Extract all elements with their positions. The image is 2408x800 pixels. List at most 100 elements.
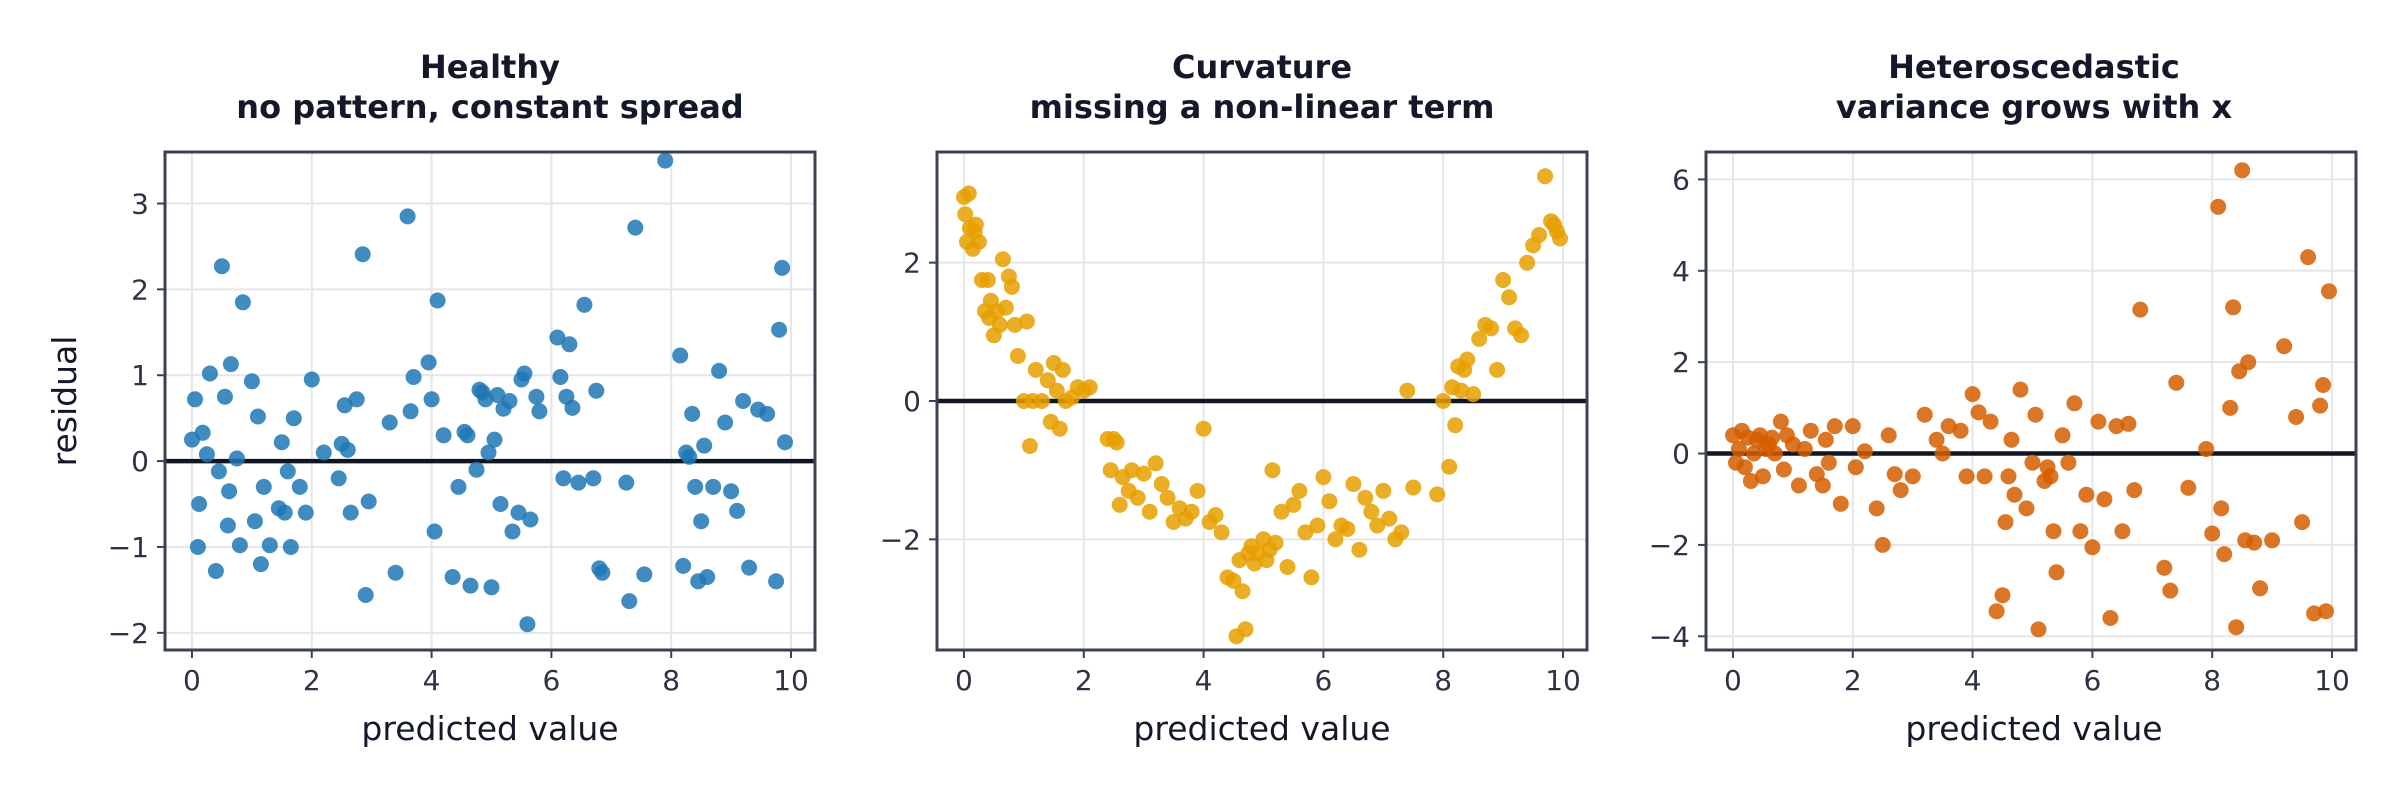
data-point xyxy=(991,316,1008,333)
data-point xyxy=(2114,523,2131,540)
data-point xyxy=(1393,524,1410,541)
data-point xyxy=(1796,441,1813,457)
data-point xyxy=(1435,393,1452,409)
data-point xyxy=(2264,532,2281,549)
x-tick-label: 10 xyxy=(773,664,809,697)
x-tick-label: 8 xyxy=(2203,664,2221,697)
data-point xyxy=(2120,415,2137,432)
data-point xyxy=(2060,454,2077,471)
data-point xyxy=(2300,249,2317,266)
x-tick-label: 10 xyxy=(2314,664,2350,697)
data-point xyxy=(450,478,467,495)
data-point xyxy=(711,362,728,379)
data-point xyxy=(2048,564,2065,581)
data-point xyxy=(1003,278,1020,295)
data-point xyxy=(681,448,698,465)
data-point xyxy=(1039,372,1056,389)
data-point xyxy=(1345,476,1362,492)
data-point xyxy=(1513,327,1530,344)
data-point xyxy=(357,587,374,603)
data-point xyxy=(1537,168,1554,185)
data-point xyxy=(564,399,581,416)
data-point xyxy=(315,444,332,461)
data-point xyxy=(399,208,416,225)
data-point xyxy=(1736,459,1753,476)
data-point xyxy=(1814,477,1831,494)
data-point xyxy=(1225,572,1242,589)
data-point xyxy=(997,299,1014,316)
panel-subtitle: no pattern, constant spread xyxy=(236,88,743,126)
data-point xyxy=(1994,587,2011,604)
data-point xyxy=(2030,621,2047,638)
data-point xyxy=(297,504,314,521)
y-tick-label: 2 xyxy=(1672,346,1690,379)
data-point xyxy=(1135,465,1152,482)
data-point xyxy=(1264,462,1281,479)
y-axis-label: residual xyxy=(45,336,84,467)
data-point xyxy=(255,478,272,495)
data-point xyxy=(1369,517,1386,534)
y-tick-label: 0 xyxy=(903,385,921,418)
data-point xyxy=(1465,386,1482,403)
data-point xyxy=(1159,489,1176,506)
data-point xyxy=(1880,427,1897,444)
data-point xyxy=(2102,610,2119,626)
x-tick-label: 0 xyxy=(183,664,201,697)
data-point xyxy=(249,408,266,425)
data-point xyxy=(621,593,638,610)
data-point xyxy=(1952,422,1969,439)
data-point xyxy=(2312,397,2329,414)
data-point xyxy=(291,478,308,495)
x-tick-label: 4 xyxy=(423,664,441,697)
data-point xyxy=(2072,523,2089,540)
data-point xyxy=(1429,486,1446,503)
panel-title: Healthy xyxy=(420,48,560,86)
data-point xyxy=(1730,441,1747,457)
y-tick-label: 4 xyxy=(1672,255,1690,288)
data-point xyxy=(2090,413,2107,430)
data-point xyxy=(2222,399,2239,416)
data-point xyxy=(717,414,734,431)
data-point xyxy=(246,513,263,530)
data-point xyxy=(2321,283,2337,300)
data-point xyxy=(2168,374,2185,391)
data-point xyxy=(480,444,497,461)
data-point xyxy=(1048,382,1065,399)
data-point xyxy=(279,463,296,480)
data-point xyxy=(1934,445,1951,462)
data-point xyxy=(2228,619,2245,636)
data-point xyxy=(1988,603,2005,620)
data-point xyxy=(1772,413,1789,430)
data-point xyxy=(477,391,494,408)
data-point xyxy=(420,354,437,371)
data-point xyxy=(970,233,987,250)
data-point xyxy=(729,502,746,519)
data-point xyxy=(1183,503,1200,520)
data-point xyxy=(585,470,602,487)
data-point xyxy=(243,373,260,390)
data-point xyxy=(219,517,236,534)
data-point xyxy=(672,347,689,364)
data-point xyxy=(194,424,211,441)
data-point xyxy=(1459,351,1476,368)
data-point xyxy=(2213,500,2230,517)
data-point xyxy=(2156,559,2173,576)
x-tick-label: 8 xyxy=(662,664,680,697)
data-point xyxy=(2084,539,2101,556)
plot-frame xyxy=(1704,150,2358,652)
data-point xyxy=(261,537,278,554)
data-point xyxy=(588,382,605,399)
data-point xyxy=(2018,500,2035,517)
data-point xyxy=(2045,523,2062,540)
data-point xyxy=(1234,583,1251,600)
data-point xyxy=(459,427,476,444)
data-point xyxy=(303,371,320,388)
y-tick-label: −2 xyxy=(108,617,149,650)
x-axis-label: predicted value xyxy=(1905,709,2162,748)
data-point xyxy=(967,216,984,233)
data-point xyxy=(504,523,521,540)
data-point xyxy=(360,493,377,510)
x-tick-label: 6 xyxy=(2083,664,2101,697)
data-point xyxy=(1273,503,1290,520)
data-point xyxy=(426,523,443,540)
